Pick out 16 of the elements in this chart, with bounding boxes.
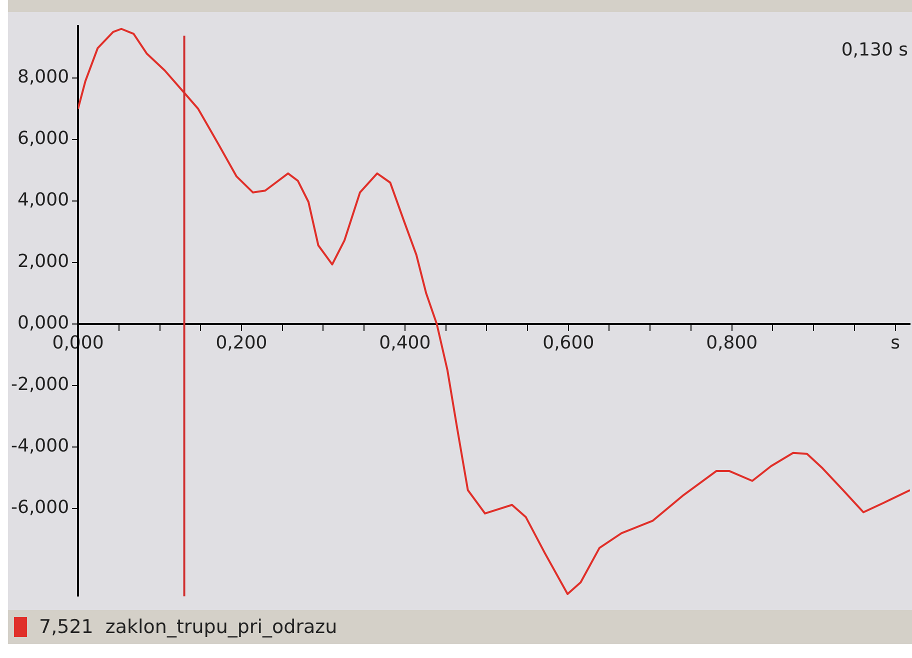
y-tick-label: -4,000 — [10, 436, 70, 457]
y-tick-label: -2,000 — [10, 374, 70, 396]
text: 7,521 — [39, 616, 94, 638]
x-tick-label: 0,400 — [379, 332, 431, 354]
y-tick-label: 2,000 — [17, 251, 70, 272]
text: zaklon_trupu_pri_odrazu — [105, 616, 338, 638]
y-tick-label: 4,000 — [17, 190, 70, 211]
x-tick-label: 0,200 — [216, 332, 268, 354]
y-tick-label: 8,000 — [17, 66, 70, 88]
y-tick-label: -6,000 — [10, 497, 70, 518]
x-tick-label: 0,800 — [706, 332, 758, 354]
y-tick-label: 0,000 — [17, 312, 70, 334]
x-tick-label: 0,600 — [542, 332, 594, 354]
annotation: 0,130 s — [841, 39, 908, 60]
y-tick-label: 6,000 — [17, 128, 70, 150]
x-tick-label: s — [890, 332, 900, 354]
